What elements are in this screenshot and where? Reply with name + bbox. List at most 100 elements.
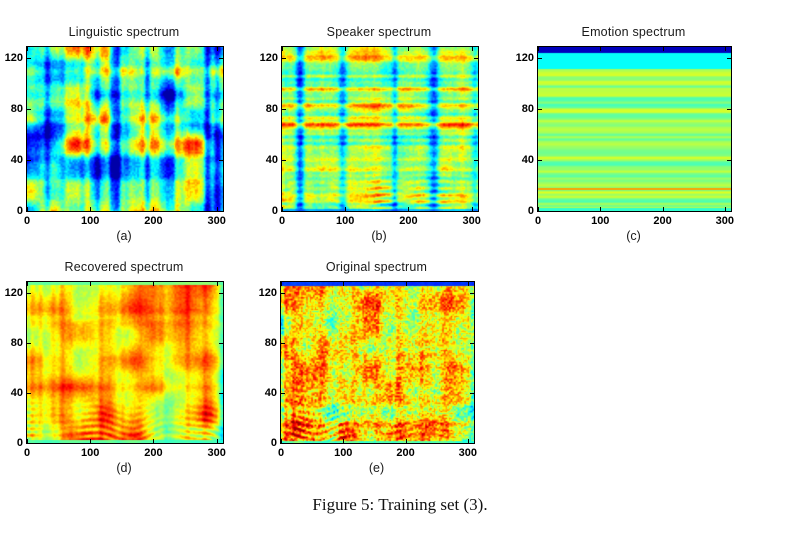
axis-tick-mark [662,207,664,211]
axis-tick-label: 100 [81,447,100,459]
axis-tick-mark [538,47,539,51]
axis-tick-mark [470,293,474,295]
axis-tick-mark [27,47,28,51]
axis-tick-label: 200 [144,447,163,459]
axis-tick-label: 200 [653,215,672,227]
subplot-index-label: (e) [368,461,385,475]
axis-tick-mark [538,207,539,211]
axis-tick-mark [727,58,731,60]
heatmap-image [538,47,731,211]
axis-tick-mark [474,160,478,162]
axis-tick-mark [153,282,155,286]
axis-tick-label: 80 [264,337,277,350]
axis-tick-label: 0 [278,215,286,227]
axis-tick-label: 40 [264,387,277,400]
axis-tick-label: 40 [10,154,23,167]
axis-tick-mark [27,109,31,111]
axis-tick-label: 300 [207,215,226,227]
axis-tick-mark [27,439,28,443]
axis-tick-mark [281,343,285,345]
axis-tick-mark [219,443,223,444]
heatmap-image [27,47,223,211]
subplot-d-recovered-spectrum: Recovered spectrum 0 100 200 300 0 40 80 120 (d… [5,260,226,475]
axis-tick-label: 40 [10,387,23,400]
axis-tick-label: 40 [265,154,278,167]
axis-tick-mark [408,47,410,51]
subplot-index-label: (b) [371,229,387,243]
axis-tick-mark [345,207,347,211]
heatmap-image [27,282,223,443]
axis-tick-label: 300 [715,215,734,227]
axis-tick-mark [600,47,602,51]
axis-tick-mark [216,207,218,211]
axis-tick-label: 300 [207,447,226,459]
axis-tick-mark [216,439,218,443]
plot-title: Linguistic spectrum [68,25,180,39]
axis-tick-mark [724,47,726,51]
axis-tick-mark [281,443,285,444]
axis-tick-mark [219,211,223,212]
axis-tick-mark [27,58,31,60]
axis-tick-label: 200 [396,447,415,459]
axis-tick-mark [471,47,473,51]
plot-title: Emotion spectrum [581,25,686,39]
axis-tick-label: 120 [4,52,23,65]
heatmap-image [282,47,478,211]
axes-box: 0 100 200 300 0 40 80 120 [259,281,477,459]
axis-tick-mark [27,282,28,286]
axis-tick-mark [219,109,223,111]
axis-tick-mark [470,443,474,444]
axis-tick-mark [282,211,286,212]
subplot-c-emotion-spectrum: Emotion spectrum 0 100 200 300 0 40 80 120 (c) [516,25,734,243]
plot-title: Recovered spectrum [64,260,184,274]
axis-tick-mark [90,47,92,51]
axis-tick-label: 80 [10,103,23,116]
axis-tick-mark [27,393,31,395]
axis-tick-mark [153,439,155,443]
axis-tick-mark [724,207,726,211]
axis-tick-label: 0 [527,205,534,217]
axis-tick-mark [538,109,542,111]
axis-tick-mark [467,439,469,443]
axis-tick-mark [343,439,345,443]
axis-tick-mark [90,282,92,286]
axis-tick-label: 120 [4,287,23,300]
axis-tick-label: 0 [23,215,31,227]
figure-caption: Figure 5: Training set (3). [312,495,488,514]
axis-tick-label: 0 [271,205,278,217]
subplot-a-linguistic-spectrum: Linguistic spectrum 0 100 200 300 0 40 80 120 (… [5,25,226,243]
axis-tick-mark [405,439,407,443]
axis-tick-mark [281,293,285,295]
axis-tick-label: 120 [258,287,277,300]
axis-tick-label: 0 [16,437,23,449]
subplot-index-label: (d) [116,461,132,475]
axes-box: 0 100 200 300 0 40 80 120 [260,46,481,227]
axis-tick-label: 0 [277,447,285,459]
axis-tick-mark [538,211,542,212]
axes-box: 0 100 200 300 0 40 80 120 [516,46,734,227]
axis-tick-mark [474,109,478,111]
axis-tick-mark [408,207,410,211]
axis-tick-mark [727,160,731,162]
axis-tick-mark [153,47,155,51]
axis-tick-label: 0 [270,437,277,449]
axis-tick-mark [219,393,223,395]
axis-tick-mark [281,393,285,395]
axis-tick-mark [282,47,283,51]
subplot-e-original-spectrum: Original spectrum 0 100 200 300 0 40 80 120 (e) [259,260,477,475]
axis-tick-label: 80 [10,337,23,350]
axis-tick-mark [470,393,474,395]
axis-tick-label: 80 [265,103,278,116]
axis-tick-mark [281,439,282,443]
axis-tick-mark [27,443,31,444]
axis-tick-mark [219,58,223,60]
axes-box: 0 100 200 300 0 40 80 120 [5,46,226,227]
axis-tick-mark [27,293,31,295]
axis-tick-mark [600,207,602,211]
axis-tick-mark [467,282,469,286]
axis-tick-mark [219,343,223,345]
axis-tick-label: 100 [336,215,355,227]
heatmap-image [281,282,474,443]
axis-tick-label: 300 [462,215,481,227]
axis-tick-mark [219,293,223,295]
